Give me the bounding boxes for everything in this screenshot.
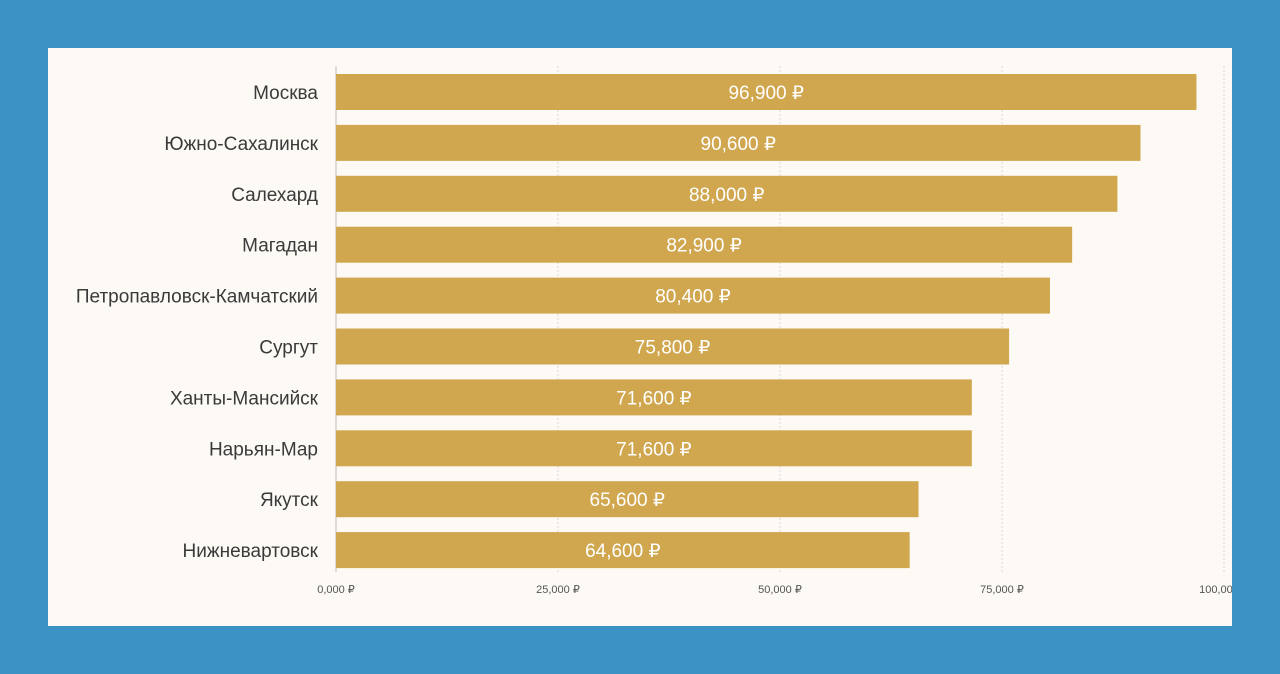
category-label: Якутск: [260, 490, 319, 511]
value-label: 75,800 ₽: [635, 338, 710, 359]
bar: [336, 481, 919, 518]
bar: [336, 226, 1073, 263]
bar: [336, 328, 1010, 365]
category-label: Южно-Сахалинск: [164, 134, 318, 155]
value-label: 82,900 ₽: [666, 236, 741, 257]
category-label: Магадан: [242, 236, 318, 257]
category-label: Петропавловск-Камчатский: [76, 287, 318, 308]
value-label: 64,600 ₽: [585, 541, 660, 562]
x-tick-label: 0,000 ₽: [317, 584, 355, 596]
category-label: Нарьян-Мар: [209, 439, 318, 460]
bar: [336, 532, 910, 569]
category-label: Нижневартовск: [183, 541, 319, 562]
value-labels: 96,900 ₽ 90,600 ₽ 88,000 ₽ 82,900 ₽ 80,400 ₽…: [585, 83, 804, 562]
value-label: 71,600 ₽: [616, 439, 691, 460]
value-label: 65,600 ₽: [590, 490, 665, 511]
category-label: Москва: [253, 83, 318, 104]
bar: [336, 74, 1197, 110]
bar: [336, 379, 972, 416]
bar: [336, 277, 1050, 314]
value-label: 71,600 ₽: [616, 388, 691, 409]
value-label: 96,900 ₽: [728, 83, 803, 104]
value-label: 90,600 ₽: [701, 134, 776, 155]
bar: [336, 430, 972, 467]
value-label: 88,000 ₽: [689, 185, 764, 206]
category-label: Сургут: [259, 338, 318, 359]
x-tick-label: 100,000 ₽: [1199, 584, 1232, 596]
category-label: Салехард: [231, 185, 318, 206]
category-label: Ханты-Мансийск: [170, 388, 319, 409]
bar: [336, 175, 1118, 212]
x-tick-label: 25,000 ₽: [536, 584, 580, 596]
category-labels: Москва Южно-Сахалинск Салехард Магадан Петро…: [76, 83, 319, 562]
value-label: 80,400 ₽: [655, 287, 730, 308]
bar-chart: Москва Южно-Сахалинск Салехард Магадан Петро…: [76, 66, 1232, 596]
chart-card: Москва Южно-Сахалинск Салехард Магадан Петро…: [48, 48, 1232, 626]
x-tick-label: 50,000 ₽: [758, 584, 802, 596]
x-axis-ticks: 0,000 ₽ 25,000 ₽ 50,000 ₽ 75,000 ₽ 100,000 ₽: [317, 584, 1232, 596]
x-tick-label: 75,000 ₽: [980, 584, 1024, 596]
bar: [336, 124, 1141, 161]
bars: [336, 74, 1197, 569]
